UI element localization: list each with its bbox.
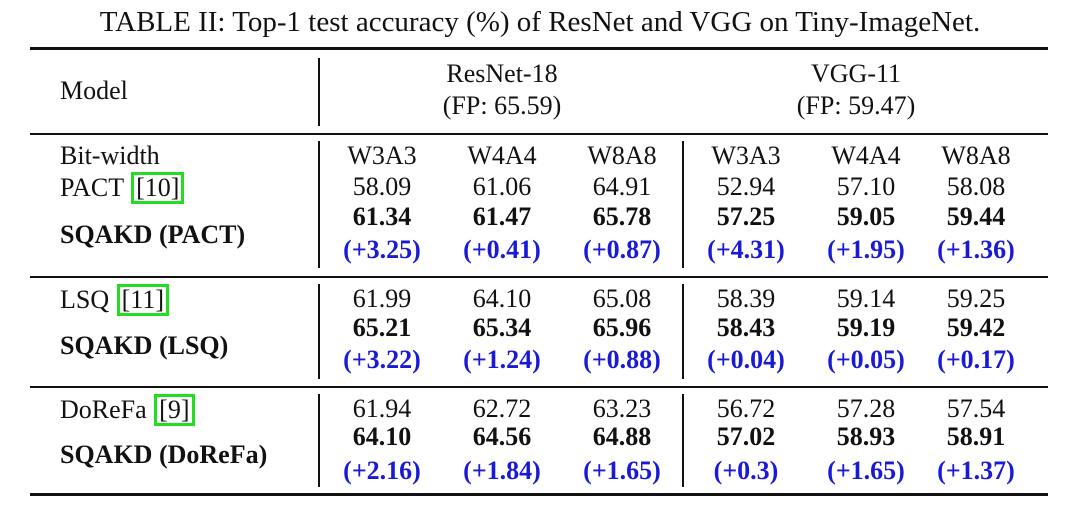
- gain-cell: (+0.3): [713, 456, 779, 485]
- gain-cell: (+0.04): [707, 345, 785, 374]
- gain-cell: (+1.65): [827, 456, 905, 485]
- table-cell: 57.10: [836, 172, 896, 201]
- group-divider-1b: [682, 141, 684, 268]
- table-cell: 61.34: [352, 202, 412, 231]
- sqakd-label: SQAKD (PACT): [60, 220, 246, 249]
- baseline-label: DoReFa [9]: [60, 394, 196, 426]
- bottom-rule: [30, 493, 1048, 496]
- table-cell: 65.34: [472, 313, 532, 342]
- group-divider-2b: [682, 284, 684, 379]
- table-cell: 58.91: [946, 422, 1006, 451]
- table-caption: TABLE II: Top-1 test accuracy (%) of Res…: [99, 6, 981, 38]
- table-cell: 52.94: [716, 172, 776, 201]
- table-cell: 64.91: [592, 172, 652, 201]
- table-cell: 65.21: [352, 313, 412, 342]
- bitwidth-col: W4A4: [831, 141, 901, 170]
- citation-link[interactable]: [10]: [131, 172, 185, 204]
- header-rule: [30, 133, 1048, 135]
- baseline-label: PACT [10]: [60, 172, 185, 204]
- gain-cell: (+3.25): [343, 235, 421, 264]
- table-cell: 65.78: [592, 202, 652, 231]
- table-cell: 59.19: [836, 313, 896, 342]
- table-cell: 61.47: [472, 202, 532, 231]
- sqakd-label: SQAKD (LSQ): [60, 331, 229, 360]
- gain-cell: (+0.88): [583, 345, 661, 374]
- gain-cell: (+0.41): [463, 235, 541, 264]
- baseline-name: PACT: [60, 173, 124, 202]
- table-cell: 65.96: [592, 313, 652, 342]
- gain-cell: (+2.16): [343, 456, 421, 485]
- table-cell: 61.99: [352, 284, 412, 313]
- table-cell: 64.10: [472, 284, 532, 313]
- table-cell: 65.08: [592, 284, 652, 313]
- table-cell: 64.56: [472, 422, 532, 451]
- citation-link[interactable]: [11]: [116, 284, 170, 316]
- table-cell: 58.08: [946, 172, 1006, 201]
- table-cell: 58.43: [716, 313, 776, 342]
- table-cell: 59.25: [946, 284, 1006, 313]
- baseline-name: DoReFa: [60, 395, 147, 424]
- gain-cell: (+1.36): [937, 235, 1015, 264]
- group-divider-2a: [318, 284, 320, 379]
- table-cell: 57.54: [946, 394, 1006, 423]
- bitwidth-col: W3A3: [711, 141, 781, 170]
- gain-cell: (+1.37): [937, 456, 1015, 485]
- table-cell: 59.14: [836, 284, 896, 313]
- header-resnet-name: ResNet-18: [446, 59, 558, 88]
- bitwidth-label: Bit-width: [60, 141, 160, 170]
- bitwidth-col: W8A8: [941, 141, 1011, 170]
- bitwidth-col: W4A4: [467, 141, 537, 170]
- gain-cell: (+1.84): [463, 456, 541, 485]
- top-rule: [30, 47, 1048, 50]
- gain-cell: (+0.87): [583, 235, 661, 264]
- gain-cell: (+1.95): [827, 235, 905, 264]
- citation-link[interactable]: [9]: [154, 394, 195, 426]
- table-cell: 57.28: [836, 394, 896, 423]
- gain-cell: (+0.17): [937, 345, 1015, 374]
- table-cell: 56.72: [716, 394, 776, 423]
- gain-cell: (+1.24): [463, 345, 541, 374]
- table-cell: 57.25: [716, 202, 776, 231]
- table-cell: 59.42: [946, 313, 1006, 342]
- header-vgg-name: VGG-11: [810, 59, 902, 88]
- header-vgg-fp: (FP: 59.47): [796, 91, 916, 120]
- baseline-name: LSQ: [60, 285, 110, 314]
- group-divider-1a: [318, 141, 320, 268]
- table-cell: 58.09: [352, 172, 412, 201]
- gain-cell: (+0.05): [827, 345, 905, 374]
- sqakd-label: SQAKD (DoReFa): [60, 440, 268, 469]
- table-cell: 59.05: [836, 202, 896, 231]
- table-cell: 59.44: [946, 202, 1006, 231]
- table-cell: 64.10: [352, 422, 412, 451]
- header-divider: [318, 58, 320, 126]
- gain-cell: (+4.31): [707, 235, 785, 264]
- table-cell: 62.72: [472, 394, 532, 423]
- table-cell: 61.06: [472, 172, 532, 201]
- header-resnet-fp: (FP: 65.59): [442, 91, 562, 120]
- header-model: Model: [60, 76, 128, 105]
- table-cell: 58.39: [716, 284, 776, 313]
- group-rule-1: [30, 276, 1048, 278]
- gain-cell: (+1.65): [583, 456, 661, 485]
- table-cell: 57.02: [716, 422, 776, 451]
- table-cell: 61.94: [352, 394, 412, 423]
- group-divider-3b: [682, 394, 684, 487]
- table-cell: 63.23: [592, 394, 652, 423]
- table-cell: 64.88: [592, 422, 652, 451]
- bitwidth-col: W3A3: [347, 141, 417, 170]
- group-rule-2: [30, 386, 1048, 388]
- baseline-label: LSQ [11]: [60, 284, 170, 316]
- gain-cell: (+3.22): [343, 345, 421, 374]
- bitwidth-col: W8A8: [587, 141, 657, 170]
- table-cell: 58.93: [836, 422, 896, 451]
- group-divider-3a: [318, 394, 320, 487]
